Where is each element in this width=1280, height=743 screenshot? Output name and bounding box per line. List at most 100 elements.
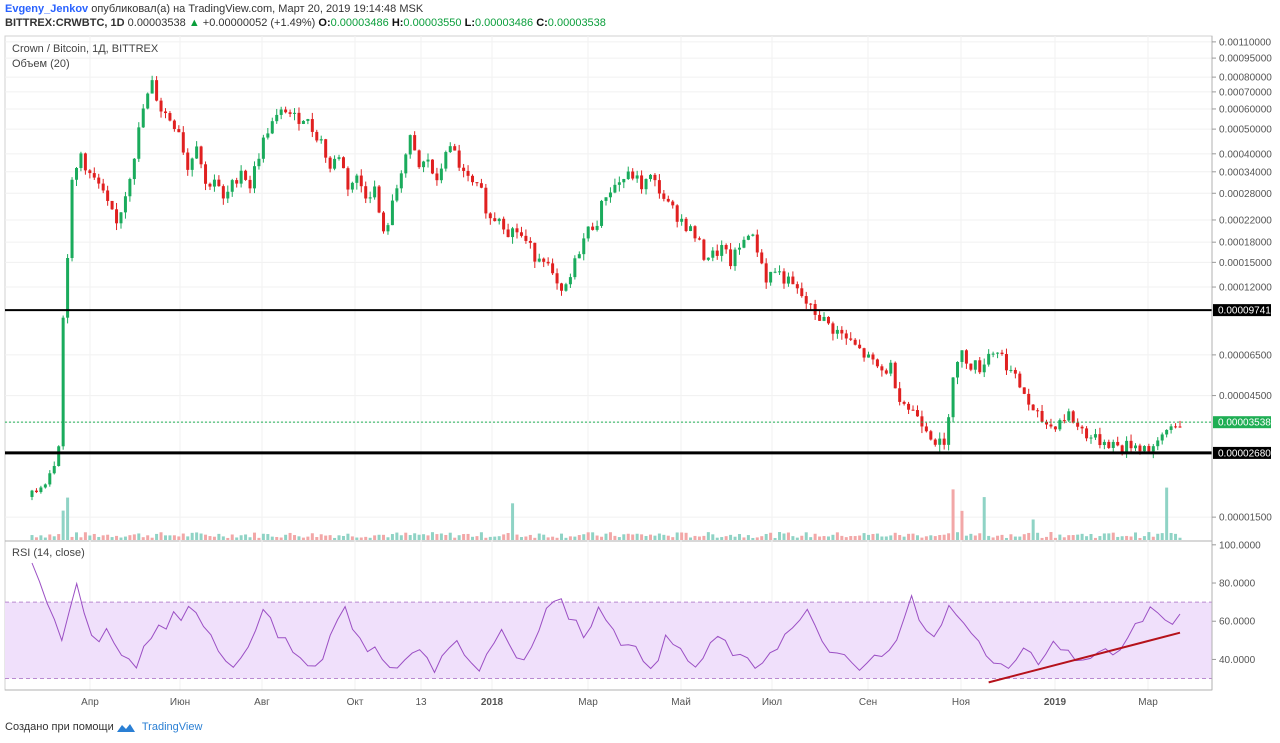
price-tick-label: 0.00001500 [1219, 513, 1272, 524]
horizontal-levels[interactable] [5, 309, 1212, 455]
candle-body [1156, 440, 1160, 447]
volume-bar [306, 536, 310, 540]
candle-body [337, 157, 341, 159]
volume-bar [502, 534, 506, 540]
candle-body [662, 193, 666, 199]
volume-bar [195, 532, 199, 540]
candle-body [475, 182, 479, 184]
candle-body [119, 212, 123, 224]
candle-body [1120, 445, 1124, 453]
candle-body [996, 352, 1000, 354]
volume-bar [631, 534, 635, 540]
price-axis[interactable]: 0.00110000 0.00095000 0.00080000 0.00070000… [1211, 36, 1272, 690]
volume-bar [987, 535, 991, 540]
candle-body [755, 234, 759, 253]
volume-bar [1067, 535, 1071, 540]
time-axis[interactable]: Апр Июн Авг Окт 13 2018 Мар Май Июл Сен Ноя 2019 Мар [5, 689, 1212, 708]
candle-body [929, 431, 933, 440]
up-arrow-icon: ▲ [188, 17, 200, 29]
candle-body [1076, 422, 1080, 427]
candle-body [484, 187, 488, 214]
candle-body [377, 186, 381, 213]
candle-body [422, 161, 426, 168]
candle-body [439, 168, 443, 181]
volume-bar [386, 537, 390, 540]
candle-body [818, 314, 822, 321]
candle-body [791, 276, 795, 285]
volume-bar [1071, 535, 1075, 540]
candle-body [542, 258, 546, 262]
candle-body [239, 170, 243, 184]
volume-bar [662, 534, 666, 540]
candle-body [1160, 434, 1164, 441]
volume-bar [1165, 487, 1169, 540]
rsi-axis[interactable]: 100.0000 80.0000 60.0000 40.0000 [1212, 540, 1261, 666]
tradingview-logo-icon [116, 723, 135, 732]
volume-bar [1031, 519, 1035, 540]
volume-bar [542, 534, 546, 540]
volume-bar [996, 535, 1000, 540]
volume-bar [884, 536, 888, 540]
candle-body [613, 184, 617, 193]
candle-body [479, 183, 483, 188]
candle-body [457, 150, 461, 168]
candle-body [1053, 426, 1057, 430]
price-tick-label: 0.00015000 [1219, 258, 1272, 269]
rsi-tick-label: 60.0000 [1219, 617, 1256, 628]
tradingview-brand[interactable]: TradingView [141, 721, 203, 733]
volume-bar [315, 537, 319, 540]
candle-body [546, 261, 550, 264]
candle-body [648, 174, 652, 180]
volume-bar [66, 497, 70, 540]
volume-bar [57, 534, 61, 540]
volume-bar [1049, 532, 1053, 540]
volume-bar [818, 536, 822, 540]
candle-body [528, 240, 532, 243]
price-tick-label: 0.00070000 [1219, 87, 1272, 98]
rsi-series-line [31, 562, 1181, 674]
candle-body [333, 158, 337, 169]
volume-bar [947, 533, 951, 540]
volume-bar [1147, 532, 1151, 540]
volume-bar [778, 532, 782, 540]
volume-bar [764, 533, 768, 540]
price-tick-label: 0.00080000 [1219, 73, 1272, 84]
candle-body [795, 284, 799, 289]
volume-bar [929, 535, 933, 540]
candle-body [751, 234, 755, 236]
open-value: 0.00003486 [330, 17, 389, 29]
volume-bar [88, 535, 92, 540]
price-tick-label: 0.00012000 [1219, 283, 1272, 294]
volume-bar [230, 534, 234, 540]
volume-bar [515, 534, 519, 540]
volume-bar [1076, 534, 1080, 540]
volume-bar [982, 497, 986, 540]
candle-body [293, 112, 297, 114]
candle-body [1085, 428, 1089, 439]
volume-bar [867, 534, 871, 540]
volume-bar [106, 534, 110, 540]
volume-bar [150, 537, 154, 540]
volume-bar [319, 534, 323, 540]
candle-body [555, 273, 559, 284]
candle-body [448, 146, 452, 153]
high-value: 0.00003550 [403, 17, 462, 29]
candle-body [657, 180, 661, 194]
price-tick-label: 0.00018000 [1219, 238, 1272, 249]
candle-body [875, 359, 879, 367]
volume-bar [333, 537, 337, 540]
candle-body [978, 360, 982, 373]
candle-body [764, 263, 768, 283]
time-tick-label: 2019 [1044, 697, 1067, 708]
candle-body [123, 196, 127, 213]
volume-bar [479, 532, 483, 540]
volume-bar [746, 535, 750, 540]
candle-body [346, 168, 350, 190]
volume-bar [497, 536, 501, 540]
candle-body [132, 158, 136, 180]
author-link[interactable]: Evgeny_Jenkov [5, 3, 89, 15]
candle-body [172, 120, 176, 130]
volume-bar [137, 533, 141, 540]
volume-bar [640, 534, 644, 540]
